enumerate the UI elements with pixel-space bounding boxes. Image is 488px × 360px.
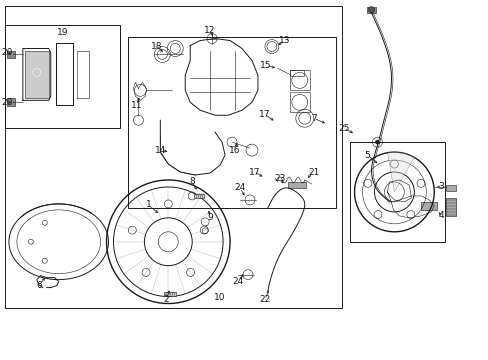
Bar	[289, 71, 303, 76]
Text: 8: 8	[189, 177, 195, 186]
Text: 15: 15	[260, 61, 271, 70]
Bar	[287, 182, 305, 188]
Text: 2: 2	[163, 295, 169, 304]
Circle shape	[375, 140, 379, 144]
Text: 3: 3	[437, 183, 443, 192]
Text: 5: 5	[364, 150, 369, 159]
Bar	[7, 98, 15, 106]
Text: 23: 23	[274, 174, 285, 183]
Text: 16: 16	[229, 145, 240, 154]
Bar	[366, 7, 376, 13]
Bar	[7, 50, 15, 58]
Text: 14: 14	[154, 145, 165, 154]
Text: 7: 7	[310, 114, 316, 123]
Bar	[421, 202, 436, 210]
Circle shape	[368, 7, 374, 13]
Text: 20: 20	[1, 48, 13, 57]
Text: 17: 17	[259, 110, 270, 119]
Text: 6: 6	[36, 281, 41, 290]
Bar	[128, 37, 335, 208]
Text: 17: 17	[249, 167, 260, 176]
Text: 11: 11	[130, 101, 142, 110]
Text: 25: 25	[337, 124, 348, 133]
Text: 20: 20	[1, 98, 13, 107]
Bar	[25, 50, 49, 98]
Wedge shape	[386, 152, 413, 192]
Text: 22: 22	[259, 295, 270, 304]
Text: 19: 19	[57, 28, 68, 37]
Text: 13: 13	[279, 36, 290, 45]
Bar	[194, 194, 203, 198]
Text: 9: 9	[207, 213, 213, 222]
Text: 1: 1	[145, 201, 151, 210]
Bar	[289, 92, 309, 112]
Bar	[289, 71, 309, 90]
Text: 10: 10	[214, 293, 225, 302]
Bar	[446, 198, 455, 216]
Bar	[446, 185, 455, 191]
Text: 21: 21	[307, 167, 319, 176]
Text: 24: 24	[234, 184, 245, 193]
Text: 12: 12	[204, 26, 215, 35]
Bar	[5, 24, 120, 128]
Text: 18: 18	[150, 42, 162, 51]
Bar	[164, 292, 176, 296]
Text: 24: 24	[232, 277, 243, 286]
Bar	[349, 142, 444, 242]
Text: 4: 4	[438, 211, 443, 220]
Bar	[5, 6, 341, 307]
